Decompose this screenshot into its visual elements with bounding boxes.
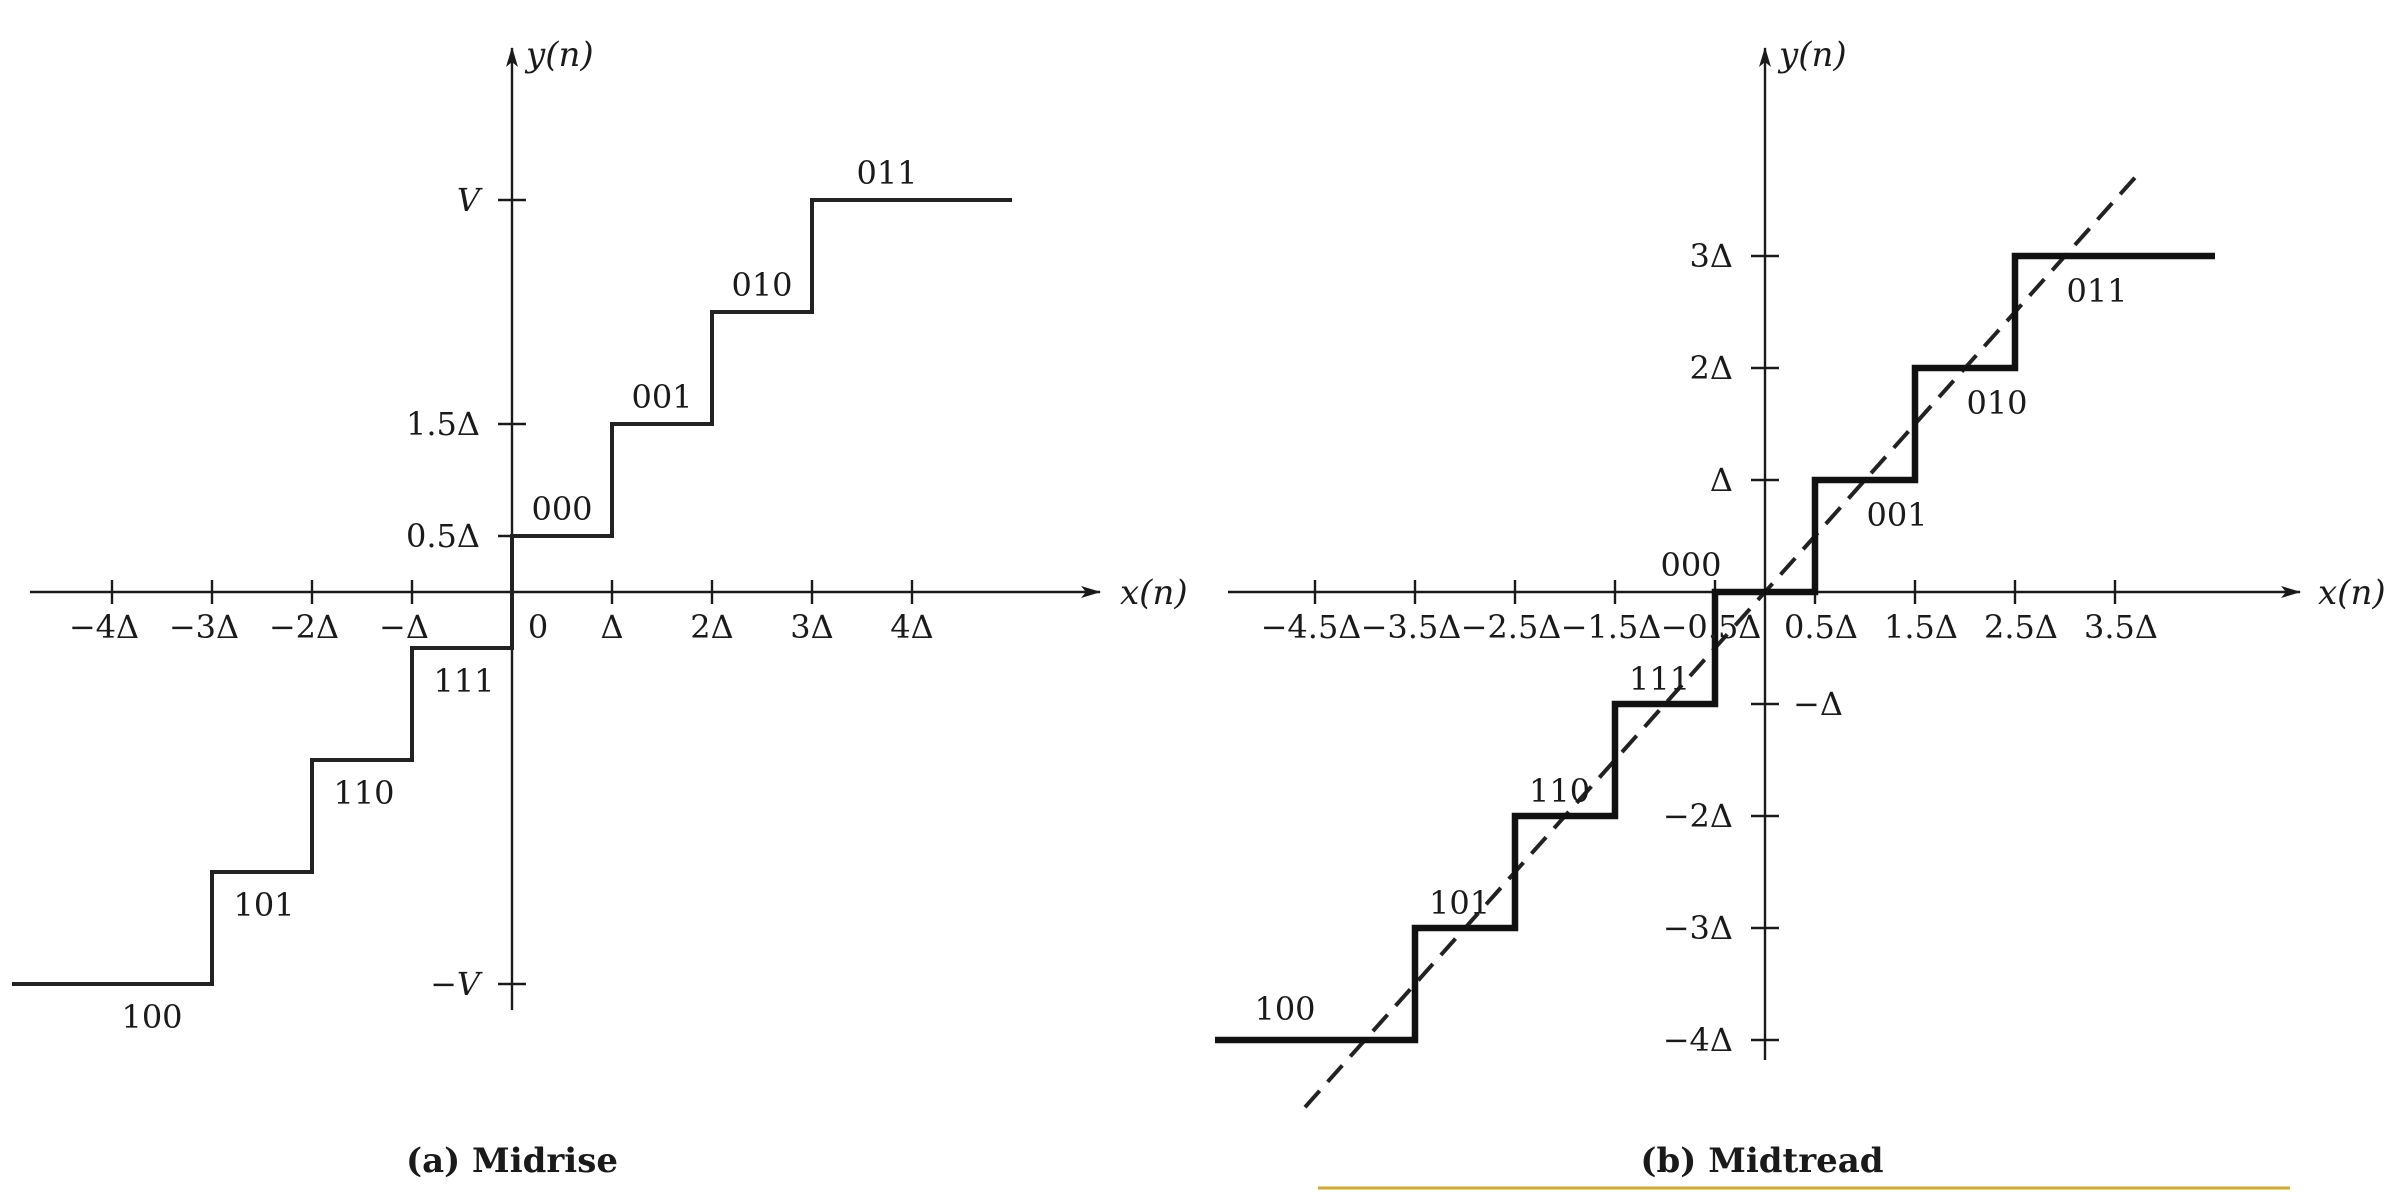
y-tick-label: 0.5Δ bbox=[406, 517, 480, 555]
x-tick-label: 0.5Δ bbox=[1784, 608, 1858, 646]
x-tick-label: 2Δ bbox=[690, 608, 733, 646]
y-axis-label: y(n) bbox=[1777, 35, 1847, 75]
code-label: 101 bbox=[233, 886, 294, 924]
x-tick-label: 1.5Δ bbox=[1884, 608, 1958, 646]
x-tick-label: 3Δ bbox=[790, 608, 833, 646]
code-label: 000 bbox=[531, 490, 592, 528]
x-tick-label: 3.5Δ bbox=[2084, 608, 2158, 646]
code-label: 110 bbox=[1529, 772, 1590, 810]
y-tick-label: Δ bbox=[1710, 461, 1733, 499]
x-tick-label: −2.5Δ bbox=[1461, 608, 1562, 646]
code-label: 101 bbox=[1429, 884, 1490, 922]
code-label: 111 bbox=[433, 662, 494, 700]
caption-midrise: (a) Midrise bbox=[406, 1141, 618, 1181]
x-tick-label: −1.5Δ bbox=[1561, 608, 1662, 646]
code-label: 000 bbox=[1660, 546, 1721, 584]
code-label: 011 bbox=[856, 154, 917, 192]
y-axis-label: y(n) bbox=[524, 35, 594, 75]
code-label: 010 bbox=[731, 266, 792, 304]
y-tick-label: −4Δ bbox=[1663, 1021, 1733, 1059]
y-tick-label: −Δ bbox=[1793, 685, 1843, 723]
x-tick-label: 0 bbox=[528, 608, 548, 646]
y-tick-label: −3Δ bbox=[1663, 909, 1733, 947]
x-tick-label: −Δ bbox=[379, 608, 429, 646]
x-tick-label: −3.5Δ bbox=[1361, 608, 1462, 646]
x-tick-label: −3Δ bbox=[169, 608, 239, 646]
y-tick-label: −2Δ bbox=[1663, 797, 1733, 835]
y-tick-label: −V bbox=[430, 965, 483, 1003]
x-tick-label: 2.5Δ bbox=[1984, 608, 2058, 646]
code-label: 110 bbox=[333, 774, 394, 812]
x-axis-label: x(n) bbox=[2318, 573, 2386, 613]
x-tick-label: −0.5Δ bbox=[1661, 608, 1762, 646]
ideal-reference-line bbox=[1303, 176, 2137, 1109]
x-axis-label: x(n) bbox=[1120, 573, 1188, 613]
y-tick-label: 1.5Δ bbox=[406, 405, 480, 443]
code-label: 100 bbox=[121, 998, 182, 1036]
x-tick-label: Δ bbox=[600, 608, 623, 646]
x-tick-label: −4Δ bbox=[69, 608, 139, 646]
x-tick-label: 4Δ bbox=[890, 608, 933, 646]
code-label: 001 bbox=[1866, 496, 1927, 534]
y-tick-label: V bbox=[457, 181, 483, 219]
code-label: 011 bbox=[2066, 272, 2127, 310]
midrise-staircase bbox=[12, 198, 1012, 986]
midtread-panel: −4.5Δ −3.5Δ −2.5Δ −1.5Δ −0.5Δ 0.5Δ 1.5Δ 2.5Δ 3.5… bbox=[1215, 35, 2386, 1181]
code-label: 010 bbox=[1966, 384, 2027, 422]
y-tick-label: 3Δ bbox=[1690, 237, 1733, 275]
y-tick-label: 2Δ bbox=[1690, 349, 1733, 387]
midtread-staircase bbox=[1215, 252, 2215, 1044]
code-label: 001 bbox=[631, 378, 692, 416]
code-label: 111 bbox=[1629, 660, 1690, 698]
code-label: 100 bbox=[1254, 990, 1315, 1028]
caption-midtread: (b) Midtread bbox=[1640, 1141, 1883, 1181]
x-tick-label: −2Δ bbox=[269, 608, 339, 646]
midrise-panel: −4Δ −3Δ −2Δ −Δ 0 Δ 2Δ 3Δ 4Δ V 1.5Δ 0.5Δ −V 100 101 110 1… bbox=[12, 35, 1188, 1181]
x-tick-label: −4.5Δ bbox=[1261, 608, 1362, 646]
